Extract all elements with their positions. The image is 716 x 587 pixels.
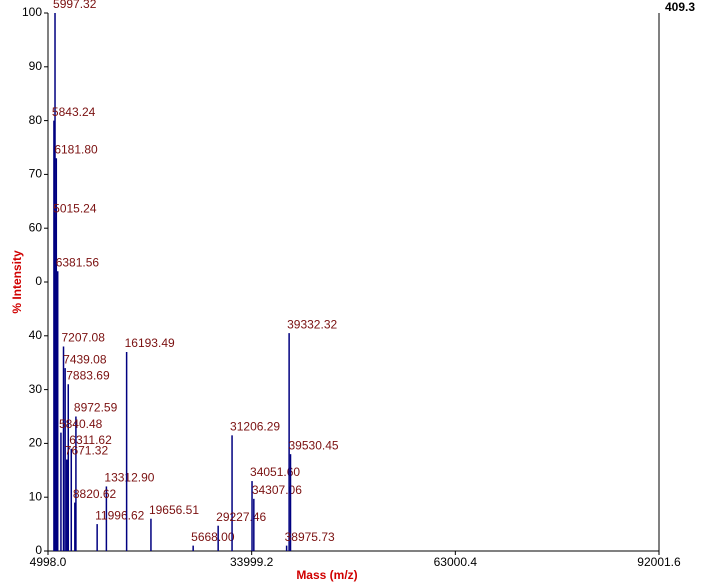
y-tick-label: 60 (29, 220, 43, 234)
peak-label: 5843.24 (52, 105, 96, 119)
y-tick-label: 0 (35, 274, 42, 288)
peak-label: 6381.56 (56, 255, 100, 269)
peak-label: 7883.69 (66, 368, 110, 382)
peak-label: 31206.29 (230, 420, 280, 434)
y-tick-label: 80 (29, 113, 43, 127)
peak-label: 5668.00 (191, 530, 235, 544)
x-tick-label: 33999.2 (230, 555, 274, 569)
x-tick-label: 92001.6 (637, 555, 681, 569)
y-tick-label: 90 (29, 59, 43, 73)
max-intensity: 409.3 (665, 0, 695, 14)
peak-label: 38975.73 (285, 530, 335, 544)
peak-label: 34051.60 (250, 465, 300, 479)
peak-label: 39332.32 (287, 317, 337, 331)
peak-label: 5997.32 (53, 0, 97, 11)
x-tick-label: 4998.0 (30, 555, 67, 569)
y-tick-label: 20 (29, 436, 43, 450)
peak-label: 29227.46 (216, 510, 266, 524)
peak-label: 6311.62 (69, 433, 112, 447)
peak-label: 39530.45 (289, 438, 339, 452)
y-tick-label: 30 (29, 382, 43, 396)
peak-label: 19656.51 (149, 503, 199, 517)
peak-label: 7671.32 (65, 444, 109, 458)
peak-label: 5840.48 (59, 417, 103, 431)
peak-label: 8972.59 (74, 401, 118, 415)
y-tick-label: 0 (35, 543, 42, 557)
peak-label: 7439.08 (63, 352, 107, 366)
y-tick-label: 70 (29, 167, 43, 181)
x-tick-label: 63000.4 (434, 555, 478, 569)
peak-label: 13312.90 (104, 471, 154, 485)
peak-label: 34307.06 (252, 483, 302, 497)
x-axis-label: Mass (m/z) (296, 568, 357, 582)
peak-label: 6181.80 (54, 142, 98, 156)
peak-label: 11996.62 (95, 508, 144, 522)
peak-label: 16193.49 (125, 336, 175, 350)
peak-label: 5015.24 (53, 202, 97, 216)
y-axis-label: % Intensity (10, 250, 24, 314)
peak-label: 7207.08 (62, 331, 106, 345)
y-tick-label: 100 (22, 5, 42, 19)
y-tick-label: 40 (29, 328, 43, 342)
peak-label: 8820.62 (73, 487, 117, 501)
y-tick-label: 10 (29, 489, 43, 503)
